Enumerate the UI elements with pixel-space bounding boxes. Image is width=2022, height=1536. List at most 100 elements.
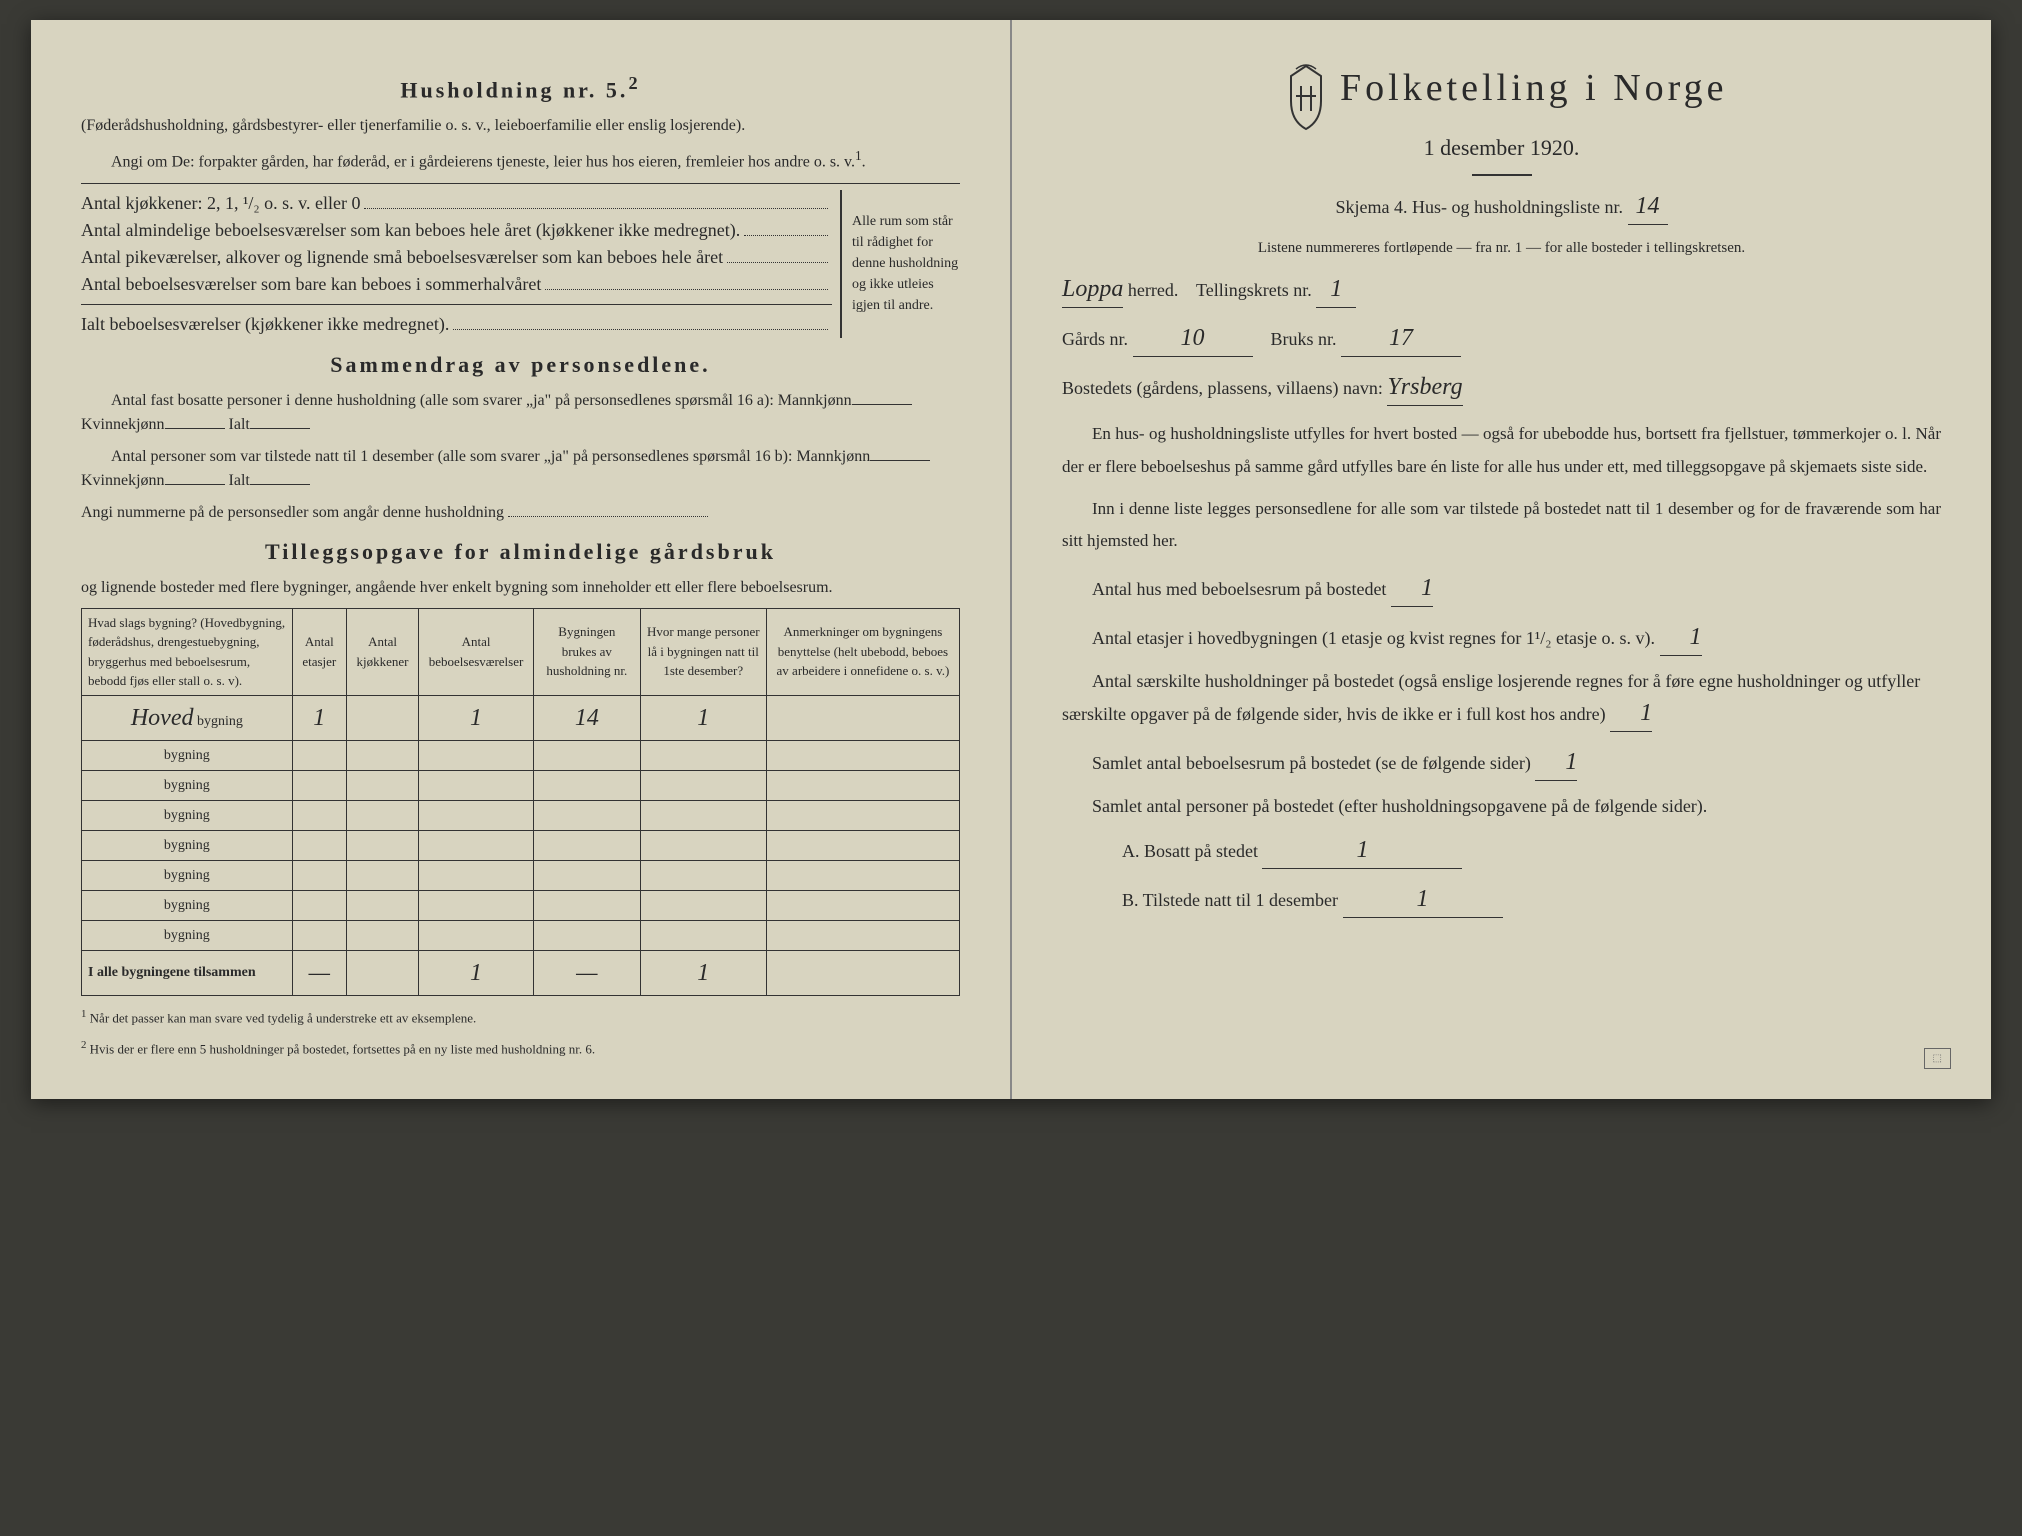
q5b-value: 1 (1343, 881, 1503, 918)
q4-line: Samlet antal beboelsesrum på bostedet (s… (1062, 744, 1941, 781)
para-1: En hus- og husholdningsliste utfylles fo… (1062, 418, 1941, 483)
brace-left: Antal kjøkkener: 2, 1, ¹/₂ o. s. v. elle… (81, 190, 832, 338)
q5a-line: A. Bosatt på stedet 1 (1062, 832, 1941, 869)
table-row: bygning (82, 800, 960, 830)
th-0: Hvad slags bygning? (Hovedbygning, føder… (82, 608, 293, 695)
samm-line2: Antal personer som var tilstede natt til… (81, 445, 960, 493)
brace-right-text: Alle rum som står til rådighet for denne… (840, 190, 960, 338)
bl3: Antal beboelsesværelser som bare kan beb… (81, 271, 541, 298)
listene-note: Listene nummereres fortløpende — fra nr.… (1062, 237, 1941, 260)
herred-line: Loppa herred. Tellingskrets nr. 1 (1062, 271, 1941, 308)
dots (364, 191, 828, 209)
brace-line-4: Ialt beboelsesværelser (kjøkkener ikke m… (81, 311, 832, 338)
kv2: Kvinnekjønn (81, 472, 165, 489)
brace-block: Antal kjøkkener: 2, 1, ¹/₂ o. s. v. elle… (81, 190, 960, 338)
hoved: Hoved (131, 705, 194, 731)
cell: 1 (292, 695, 346, 740)
gards-label: Gårds nr. (1062, 329, 1128, 349)
bruks-nr: 17 (1341, 320, 1461, 357)
byg-word: bygning (82, 860, 293, 890)
q2-line: Antal etasjer i hovedbygningen (1 etasje… (1062, 619, 1941, 656)
q1-line: Antal hus med beboelsesrum på bostedet 1 (1062, 570, 1941, 607)
fill (165, 484, 225, 485)
byg-word: bygning (82, 830, 293, 860)
byg-word: bygning (197, 714, 243, 729)
dots (453, 312, 828, 330)
bl0: Antal kjøkkener: 2, 1, ¹/₂ o. s. v. elle… (81, 190, 360, 217)
herred-value: Loppa (1062, 271, 1123, 308)
dots (727, 245, 828, 263)
table-row: bygning (82, 770, 960, 800)
q3-value: 1 (1610, 695, 1652, 732)
dots (508, 501, 708, 517)
skjema-nr: 14 (1628, 188, 1668, 225)
bostedets-line: Bostedets (gårdens, plassens, villaens) … (1062, 369, 1941, 406)
q5a-label: A. Bosatt på stedet (1122, 841, 1258, 861)
cell: 14 (533, 695, 640, 740)
ialt: Ialt (229, 416, 250, 433)
table-row: Hoved bygning 1 1 14 1 (82, 695, 960, 740)
brace-line-0: Antal kjøkkener: 2, 1, ¹/₂ o. s. v. elle… (81, 190, 832, 217)
fill (870, 460, 930, 461)
sum-cell: 1 (640, 950, 766, 995)
th-2: Antal kjøkkener (346, 608, 418, 695)
fill (250, 428, 310, 429)
divider (1472, 174, 1532, 176)
dots (545, 272, 828, 290)
gards-nr: 10 (1133, 320, 1253, 357)
household-heading: Husholdning nr. 5.2 (81, 70, 960, 106)
footnote-1: 1 Når det passer kan man svare ved tydel… (81, 1006, 960, 1028)
th-6: Anmerkninger om bygningens benyttelse (h… (766, 608, 959, 695)
heading-sup: 2 (628, 73, 640, 93)
th-1: Antal etasjer (292, 608, 346, 695)
q5a-value: 1 (1262, 832, 1462, 869)
fill (165, 428, 225, 429)
fill (852, 404, 912, 405)
bostedets-label: Bostedets (gårdens, plassens, villaens) … (1062, 378, 1383, 398)
table-sum-row: I alle bygningene tilsammen — 1 — 1 (82, 950, 960, 995)
fn1: Når det passer kan man svare ved tydelig… (90, 1010, 477, 1025)
left-page: Husholdning nr. 5.2 (Føderådshusholdning… (31, 20, 1011, 1099)
fn2: Hvis der er flere enn 5 husholdninger på… (90, 1042, 595, 1057)
th-4: Bygningen brukes av husholdning nr. (533, 608, 640, 695)
rule (81, 183, 960, 184)
coat-of-arms-icon (1276, 61, 1336, 131)
q4-value: 1 (1535, 744, 1577, 781)
samm-line1: Antal fast bosatte personer i denne hush… (81, 389, 960, 437)
table-row: bygning (82, 860, 960, 890)
sum-cell: — (292, 950, 346, 995)
dots (744, 218, 828, 236)
bruks-label: Bruks nr. (1271, 329, 1337, 349)
ialt2: Ialt (229, 472, 250, 489)
archive-stamp: ⬚ (1924, 1048, 1951, 1069)
byg-word: bygning (82, 890, 293, 920)
q4-label: Samlet antal beboelsesrum på bostedet (s… (1092, 753, 1531, 773)
right-page: Folketelling i Norge 1 desember 1920. Sk… (1011, 20, 1991, 1099)
sub-text-2: Angi om De: forpakter gården, har føderå… (81, 146, 960, 174)
cell (346, 695, 418, 740)
herred-label: herred. (1128, 280, 1178, 300)
th-3: Antal beboelsesværelser (419, 608, 534, 695)
sl2: Antal personer som var tilstede natt til… (111, 448, 870, 465)
brace-line-3: Antal beboelsesværelser som bare kan beb… (81, 271, 832, 298)
cell: 1 (640, 695, 766, 740)
bygning-table: Hvad slags bygning? (Hovedbygning, føder… (81, 608, 960, 996)
table-body: Hoved bygning 1 1 14 1 bygning bygning b… (82, 695, 960, 995)
sum-cell (346, 950, 418, 995)
byg-word: bygning (82, 800, 293, 830)
table-header-row: Hvad slags bygning? (Hovedbygning, føder… (82, 608, 960, 695)
table-row: bygning (82, 740, 960, 770)
sammendrag-heading: Sammendrag av personsedlene. (81, 348, 960, 381)
skjema-label: Skjema 4. Hus- og husholdningsliste nr. (1336, 197, 1624, 217)
heading-text: Husholdning nr. 5. (400, 77, 628, 102)
sum-cell: — (533, 950, 640, 995)
gards-line: Gårds nr. 10 Bruks nr. 17 (1062, 320, 1941, 357)
bl1: Antal almindelige beboelsesværelser som … (81, 217, 740, 244)
q3-line: Antal særskilte husholdninger på bostede… (1062, 668, 1941, 732)
cell: 1 (419, 695, 534, 740)
rule (81, 304, 832, 305)
census-date: 1 desember 1920. (1062, 131, 1941, 164)
bl2: Antal pikeværelser, alkover og lignende … (81, 244, 723, 271)
table-row: bygning (82, 830, 960, 860)
q2-value: 1 (1660, 619, 1702, 656)
